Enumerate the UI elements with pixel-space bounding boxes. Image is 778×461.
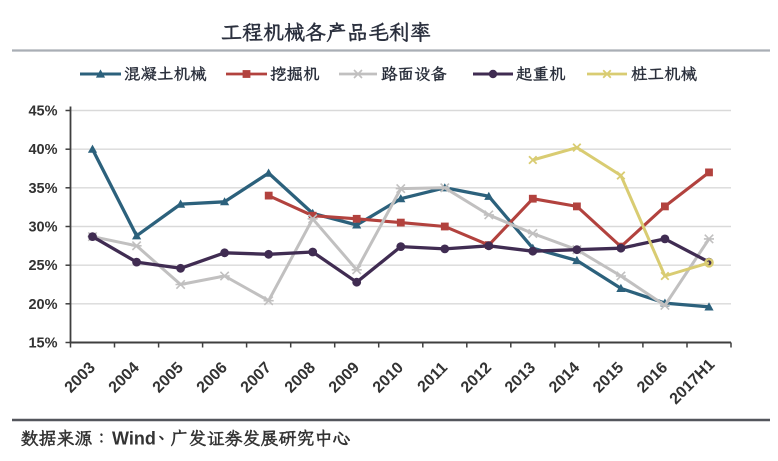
svg-text:30%: 30%: [28, 220, 57, 236]
svg-text:Wind: Wind: [112, 429, 156, 449]
svg-text:15%: 15%: [28, 336, 57, 352]
svg-text:40%: 40%: [28, 142, 57, 158]
svg-text:45%: 45%: [28, 104, 57, 120]
svg-text:25%: 25%: [28, 258, 57, 274]
svg-text:20%: 20%: [28, 297, 57, 313]
svg-text:35%: 35%: [28, 181, 57, 197]
